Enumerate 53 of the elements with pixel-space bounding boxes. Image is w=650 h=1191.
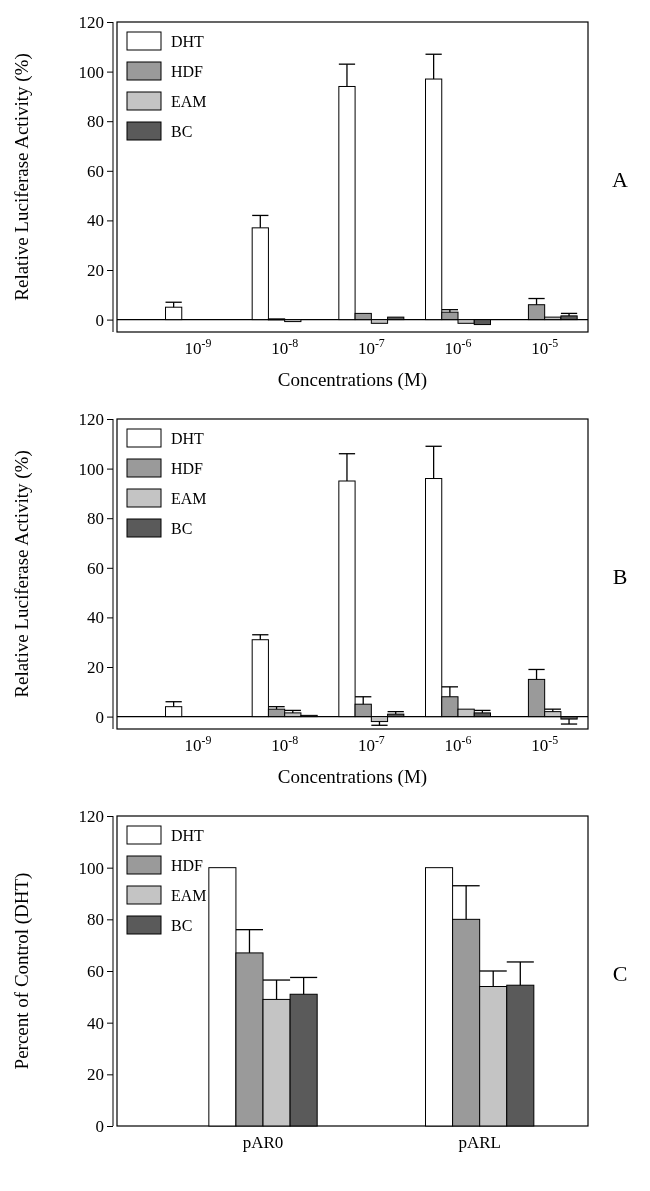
y-tick-label: 60 — [87, 558, 104, 578]
legend-label: EAM — [171, 490, 207, 507]
x-tick-label: 10$^{-7}$ — [357, 336, 385, 358]
x-tick-label: 10$^{-5}$ — [531, 336, 559, 358]
text: C — [612, 961, 628, 986]
legend-label: HDF — [171, 857, 204, 874]
y-tick-label: 100 — [78, 459, 104, 479]
legend-label: BC — [171, 520, 193, 537]
legend-label: BC — [171, 917, 193, 934]
y-tick-label: 20 — [87, 657, 104, 677]
y-tick-label: 40 — [87, 608, 104, 628]
legend-label: EAM — [171, 887, 207, 904]
text: A — [612, 167, 629, 192]
x-axis-title: Concentrations (M) — [277, 766, 428, 788]
y-axis-title: Percent of Control (DHT) — [11, 872, 33, 1070]
y-tick-label: 40 — [87, 211, 104, 231]
x-tick-label: 10$^{-9}$ — [184, 733, 212, 755]
y-tick-label: 80 — [87, 509, 104, 529]
y-tick-label: 40 — [87, 1013, 104, 1033]
x-tick-label: 10$^{-6}$ — [444, 336, 472, 358]
y-tick-label: 100 — [78, 62, 104, 82]
y-tick-label: 120 — [78, 12, 104, 32]
x-tick-label: 10$^{-6}$ — [444, 733, 472, 755]
y-tick-label: 80 — [87, 910, 104, 930]
legend-label: DHT — [171, 33, 205, 50]
y-tick-label: 20 — [87, 260, 104, 280]
text: B — [612, 564, 628, 589]
y-tick-label: 60 — [87, 961, 104, 981]
x-tick-label: pARL — [458, 1133, 501, 1152]
legend-label: DHT — [171, 827, 205, 844]
x-tick-label: 10$^{-7}$ — [357, 733, 385, 755]
y-tick-label: 100 — [78, 858, 104, 878]
y-tick-label: 60 — [87, 161, 104, 181]
x-tick-label: 10$^{-9}$ — [184, 336, 212, 358]
y-tick-label: 120 — [78, 409, 104, 429]
y-tick-label: 0 — [95, 1116, 104, 1136]
legend-label: EAM — [171, 93, 207, 110]
y-tick-label: 20 — [87, 1065, 104, 1085]
x-tick-label: 10$^{-5}$ — [531, 733, 559, 755]
y-tick-label: 120 — [78, 806, 104, 826]
y-axis-title: Relative Luciferase Activity (%) — [11, 450, 33, 698]
y-tick-label: 0 — [95, 310, 104, 330]
legend-label: HDF — [171, 63, 204, 80]
y-tick-label: 80 — [87, 112, 104, 132]
y-tick-label: 0 — [95, 707, 104, 727]
y-axis-title: Relative Luciferase Activity (%) — [11, 53, 33, 301]
x-tick-label: 10$^{-8}$ — [271, 336, 299, 358]
x-axis-title: Concentrations (M) — [277, 369, 428, 391]
x-tick-label: pAR0 — [242, 1133, 284, 1152]
legend-label: DHT — [171, 430, 205, 447]
x-tick-label: 10$^{-8}$ — [271, 733, 299, 755]
legend-label: HDF — [171, 460, 204, 477]
legend-label: BC — [171, 123, 193, 140]
